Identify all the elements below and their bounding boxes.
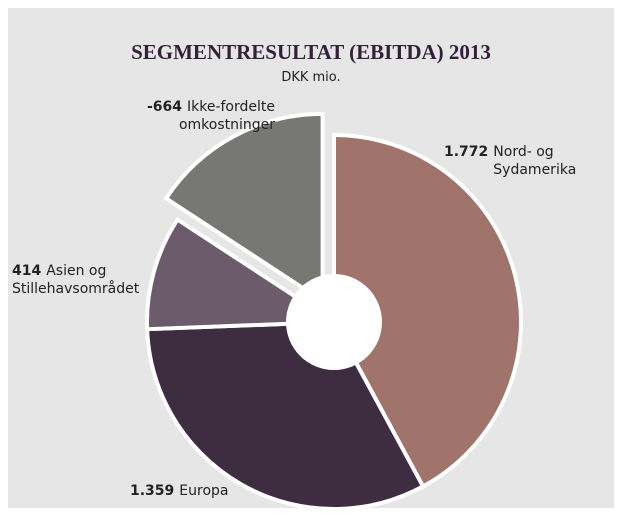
category-label: Ikke-fordelte omkostninger [178, 99, 275, 133]
value-label: 1.772 [444, 144, 489, 160]
category-label: Nord- og Sydamerika [493, 144, 577, 178]
category-label: Europa [179, 483, 229, 499]
chart-subtitle: DKK mio. [281, 70, 341, 85]
category-label: Asien og Stillehavsområdet [12, 263, 140, 297]
slice [332, 132, 523, 490]
value-label: 414 [12, 263, 42, 279]
slice-label: 1.359 Europa [130, 482, 229, 500]
chart-title: SEGMENTRESULTAT (EBITDA) 2013 [131, 40, 491, 64]
donut-hole [286, 274, 382, 370]
slice [145, 319, 426, 511]
value-label: 1.359 [130, 483, 175, 499]
slice [145, 216, 341, 332]
slice-label: 1.772 Nord- og Sydamerika [444, 143, 577, 179]
slice-label: 414 Asien og Stillehavsområdet [12, 262, 152, 298]
value-label: -664 [146, 99, 182, 115]
slice [163, 111, 325, 305]
slice-label: -664 Ikke-fordelte omkostninger [110, 98, 275, 134]
